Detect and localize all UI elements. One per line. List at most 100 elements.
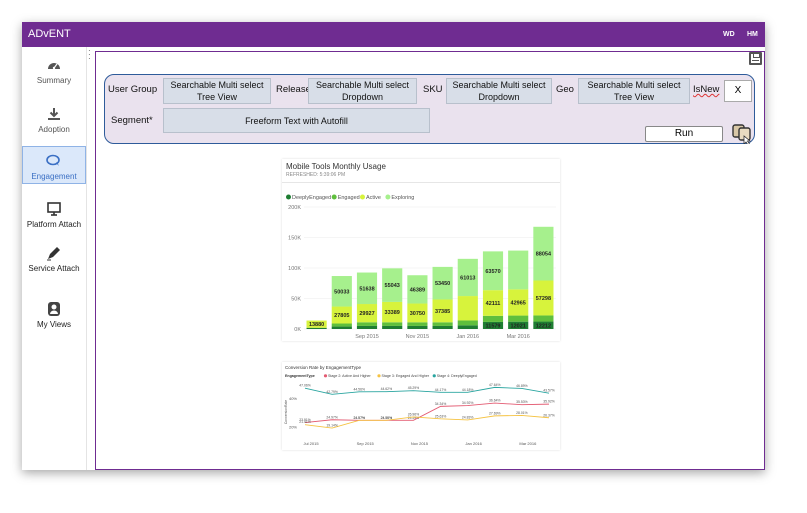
user-group-label: User Group	[108, 84, 158, 95]
legend-label: Stage 4: DeeplyEngaged	[437, 374, 477, 378]
data-label: 47.06%	[299, 384, 311, 388]
user-badge-wd[interactable]: WD	[723, 31, 735, 38]
legend-swatch	[323, 374, 328, 378]
bar-value-label: 37385	[435, 309, 450, 315]
bar-segment	[457, 320, 478, 326]
y-tick-label: 200K	[288, 205, 301, 211]
sidebar-item-adoption[interactable]: Adoption	[22, 106, 86, 140]
data-label: 23.91%	[299, 418, 311, 422]
bar-value-label: 57298	[536, 296, 551, 302]
bar-value-label: 55043	[385, 283, 400, 289]
data-label: 24.57%	[353, 416, 365, 420]
bar-segment	[356, 304, 378, 323]
bar-segment	[331, 323, 352, 327]
data-label: 34.34%	[435, 402, 447, 406]
data-label: 26.96%	[408, 412, 420, 416]
sidebar-resize-handle[interactable]: · · ·	[88, 46, 91, 63]
data-label: 42.79%	[326, 390, 338, 394]
bar-value-label: 42965	[511, 300, 526, 306]
x-tick-label: Jan 2016	[456, 334, 479, 340]
app-window: ADvENT WD HM Summary Adoption Engagem	[22, 22, 765, 470]
legend-label: Exploring	[391, 195, 414, 201]
bar-value-label: 12021	[511, 323, 526, 329]
bar-value-label: 12212	[536, 323, 551, 329]
isnew-label: IsNew	[693, 84, 720, 95]
run-button[interactable]: Run	[645, 126, 723, 142]
bar-segment	[432, 325, 453, 329]
data-label: 26.37%	[543, 413, 555, 417]
bar-segment	[432, 299, 453, 323]
legend-title: EngagementType	[285, 374, 315, 378]
app-title: ADvENT	[28, 28, 71, 40]
bar-value-label: 51638	[359, 286, 374, 292]
sku-label: SKU	[423, 84, 443, 95]
user-group-tree-select[interactable]: Searchable Multi select Tree View	[163, 78, 271, 104]
legend-label: Engaged	[338, 195, 360, 201]
data-label: 19.14%	[326, 424, 338, 428]
bar-segment	[508, 315, 529, 322]
chart-refreshed: REFRESHED: 5:39:06 PM	[286, 172, 346, 178]
bar-value-label: 29927	[359, 311, 374, 317]
bar-segment	[482, 290, 504, 316]
legend-swatch	[385, 194, 391, 200]
sidebar-item-label: My Views	[36, 320, 72, 329]
conversion-chart: Conversion Rate by EngagementType Engagem…	[284, 365, 555, 446]
sidebar-item-label: Adoption	[38, 125, 70, 134]
sku-dropdown[interactable]: Searchable Multi select Dropdown	[446, 78, 552, 104]
sidebar-item-platform-attach[interactable]: Platform Attach	[22, 201, 86, 241]
bar-value-label: 63570	[485, 269, 500, 275]
bar-value-label: 42111	[486, 301, 501, 307]
sidebar-item-label: Engagement	[31, 172, 77, 181]
series-line	[304, 386, 550, 395]
y-tick-label: 150K	[288, 236, 301, 242]
bar-value-label: 11579	[486, 323, 501, 329]
conversion-chart-card: Conversion Rate by EngagementType Engagem…	[282, 362, 560, 450]
bar-segment	[457, 258, 478, 297]
x-tick-label: Nov 2015	[411, 441, 429, 446]
release-label: Release	[276, 84, 311, 95]
user-badge-hm[interactable]: HM	[747, 31, 758, 38]
sidebar-item-my-views[interactable]: My Views	[22, 301, 86, 333]
y-tick-label: 100K	[288, 266, 301, 272]
sidebar-item-label: Service Attach	[28, 264, 80, 273]
bar-segment	[457, 296, 478, 321]
x-tick-label: Jul 2015	[303, 441, 319, 446]
sidebar-item-service-attach[interactable]: Service Attach	[22, 245, 86, 285]
y-tick-label: 50K	[291, 297, 301, 303]
segment-autofill-input[interactable]: Freeform Text with Autofill	[163, 108, 430, 133]
bar-segment	[407, 275, 428, 304]
sidebar-item-engagement[interactable]: Engagement	[22, 146, 86, 184]
chart-divider	[282, 182, 560, 183]
data-label: 46.89%	[516, 384, 528, 388]
legend-label: Active	[366, 195, 381, 201]
bar-segment	[432, 266, 453, 300]
bar-value-label: 33389	[385, 310, 400, 316]
pen-icon	[47, 247, 60, 261]
bar-segment	[508, 321, 529, 329]
legend-label: Stage 3: Engaged And Higher	[382, 374, 430, 378]
legend-swatch	[377, 374, 381, 378]
data-label: 24.57%	[353, 416, 365, 420]
sidebar-item-summary[interactable]: Summary	[22, 57, 86, 91]
save-icon[interactable]	[749, 52, 762, 65]
release-dropdown[interactable]: Searchable Multi select Dropdown	[308, 78, 417, 104]
person-icon	[48, 302, 60, 316]
usage-chart-card: Mobile Tools Monthly Usage REFRESHED: 5:…	[282, 159, 560, 341]
data-label: 25.63%	[435, 414, 447, 418]
geo-tree-select[interactable]: Searchable Multi select Tree View	[578, 78, 690, 104]
bar-value-label: 50033	[334, 289, 349, 295]
legend-swatch	[432, 374, 436, 378]
series-line	[304, 414, 550, 429]
bar-segment	[356, 325, 378, 329]
y-axis-label: ConversionRate	[284, 400, 288, 424]
bar-segment	[432, 322, 453, 326]
legend-label: DeeplyEngaged	[292, 195, 331, 201]
bar-value-label: 27805	[334, 313, 349, 319]
data-label: 35.92%	[543, 400, 555, 404]
monitor-icon	[47, 202, 61, 216]
run-report-icon[interactable]	[731, 122, 753, 144]
data-label: 43.57%	[543, 389, 555, 393]
x-tick-label: Nov 2015	[406, 334, 430, 340]
isnew-toggle[interactable]: X	[724, 80, 752, 102]
bar-segment	[382, 322, 403, 326]
